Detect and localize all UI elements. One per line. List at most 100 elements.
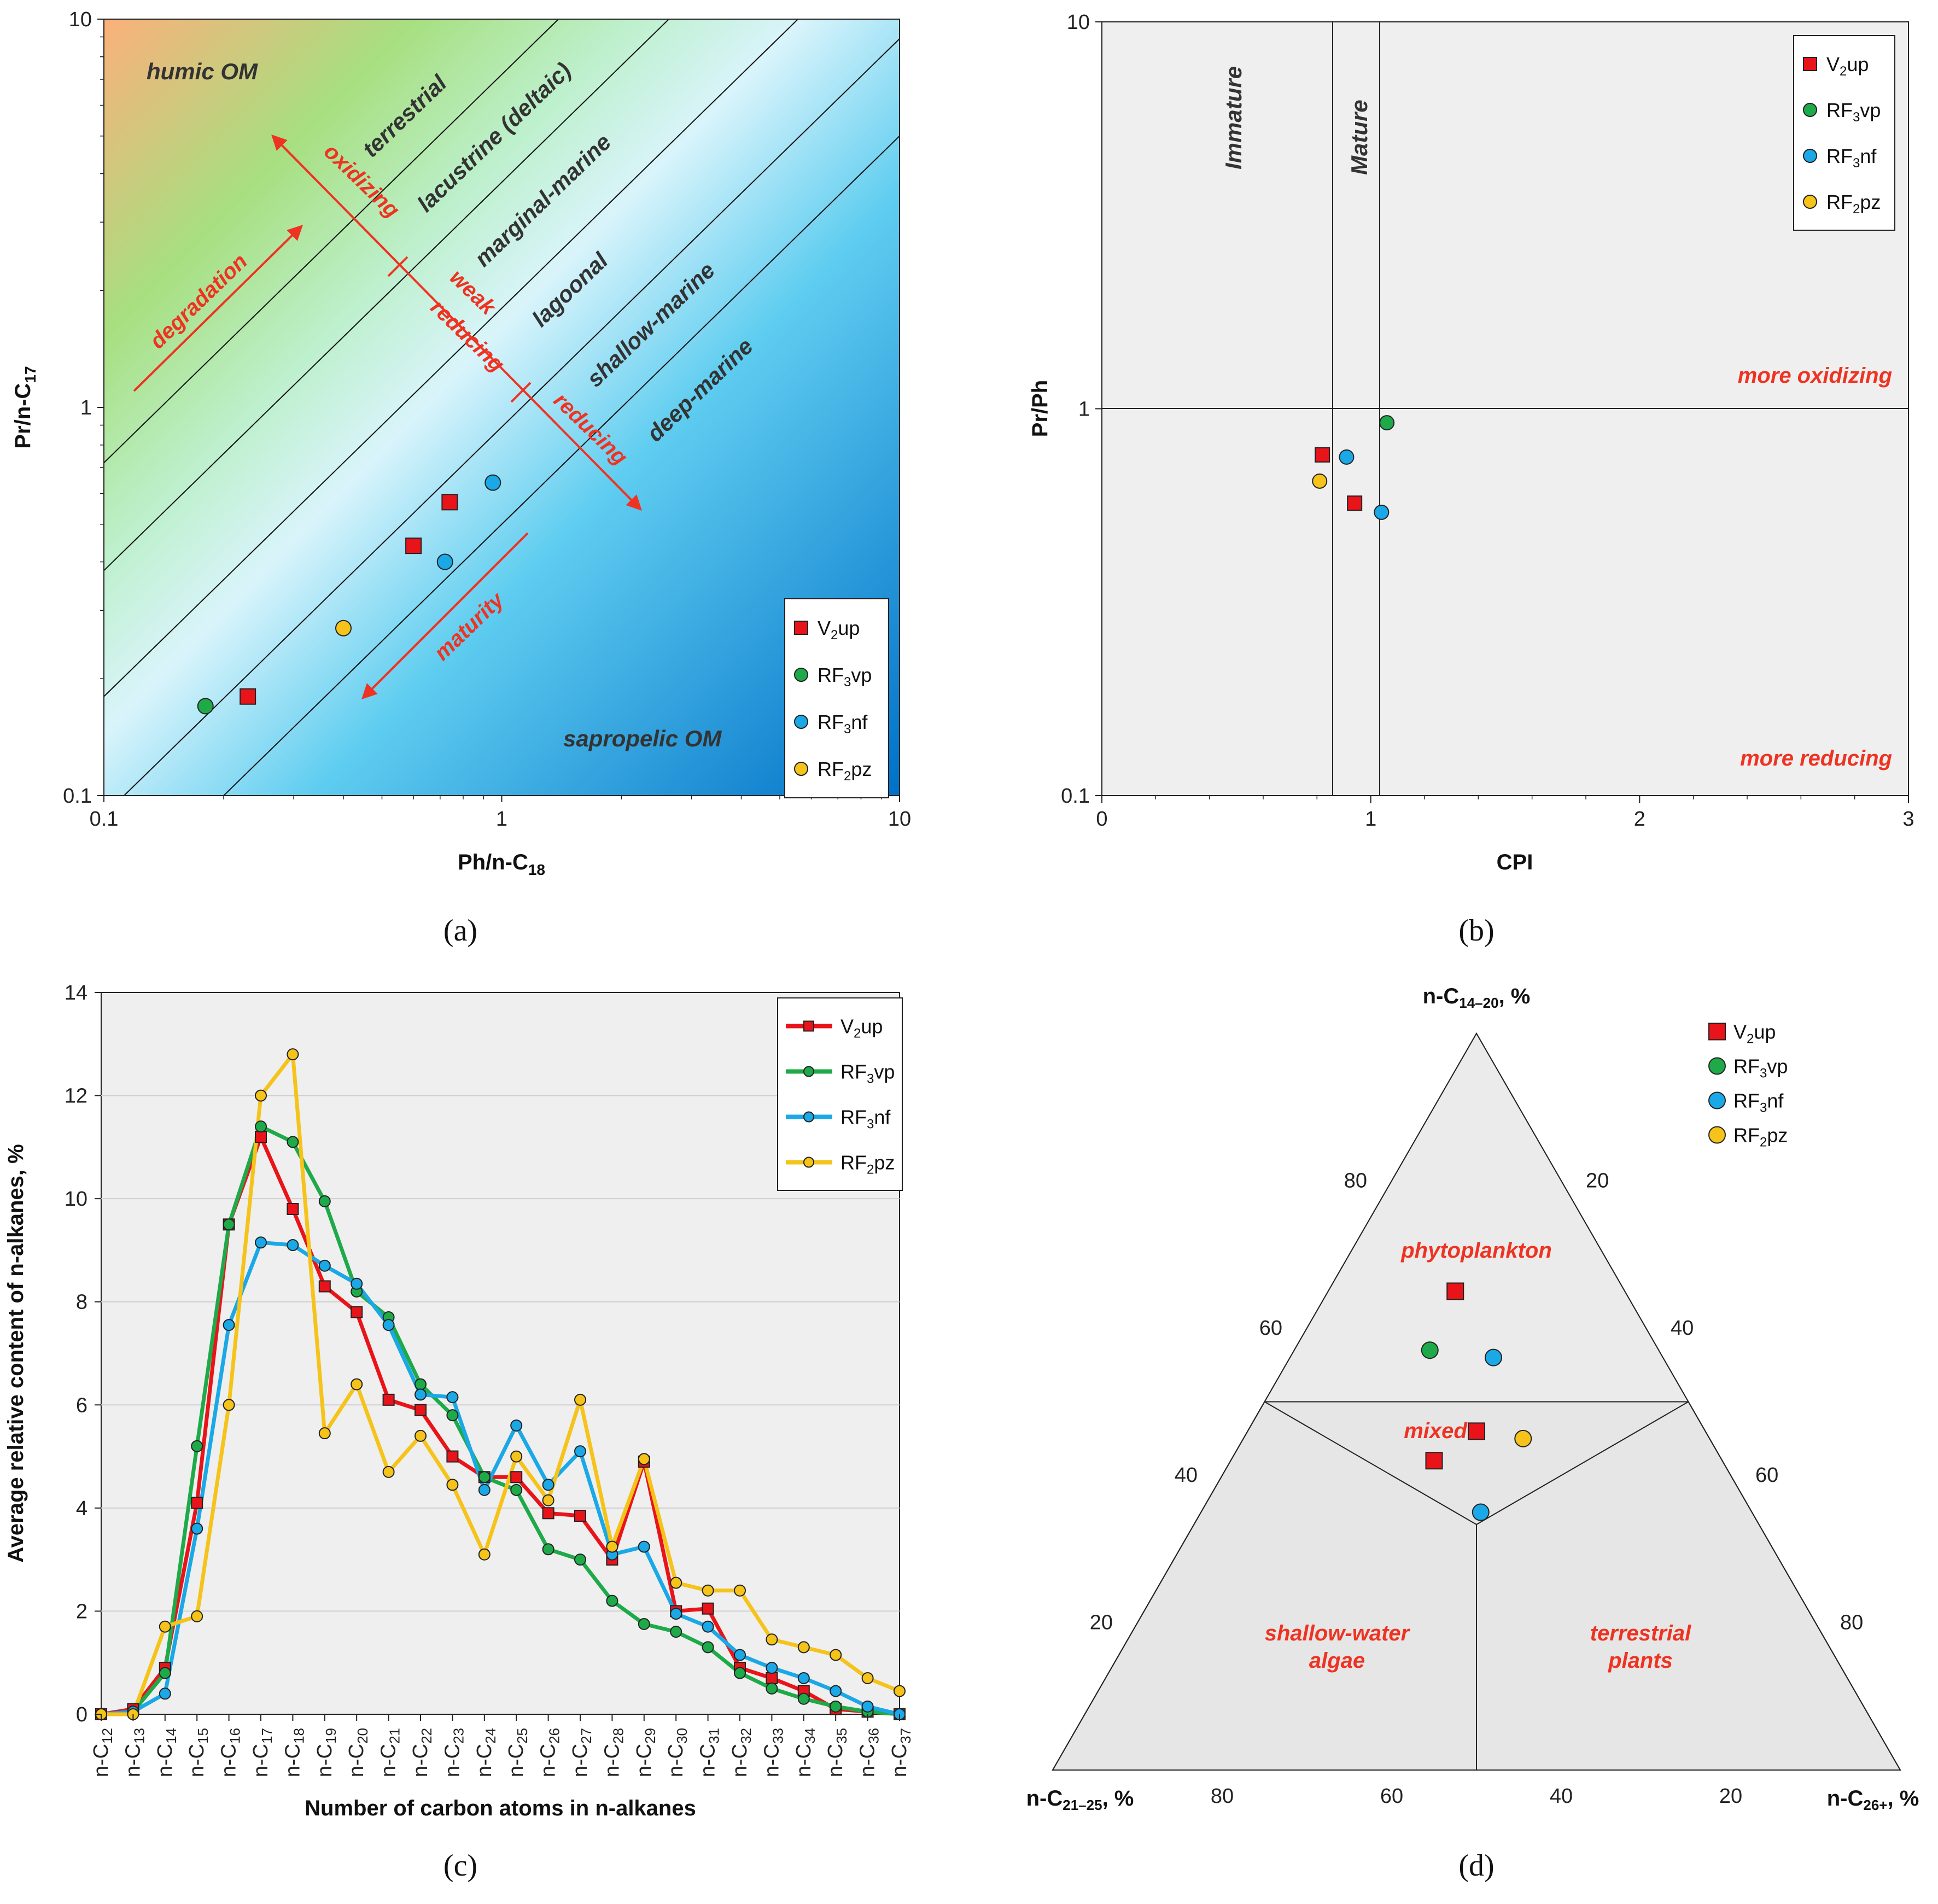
ternary-ticks: 20 20 20 40 40 40 60 60 60 80 80 80 bbox=[1090, 1169, 1864, 1808]
redox-tick-1 bbox=[387, 256, 408, 277]
point-RF2pz-15 bbox=[574, 1393, 586, 1406]
legend-marker-RF3vp bbox=[794, 668, 808, 682]
point-RF3nf-2 bbox=[159, 1687, 171, 1700]
point-RF2pz-20 bbox=[734, 1584, 746, 1597]
point-RF2pz-7 bbox=[318, 1427, 331, 1440]
phytoplankton-region bbox=[1264, 1033, 1689, 1402]
point-RF2pz-9 bbox=[382, 1465, 395, 1478]
point-RF2pz-4 bbox=[223, 1399, 235, 1411]
point-RF3vp-20 bbox=[734, 1667, 746, 1679]
point-V2up-13 bbox=[510, 1471, 523, 1484]
x-tick-label: n-C33 bbox=[760, 1728, 786, 1777]
data-points-b bbox=[1312, 415, 1395, 520]
legend-label-RF2pz: RF2pz bbox=[1733, 1124, 1788, 1150]
x-tick-label: n-C34 bbox=[792, 1728, 818, 1777]
legend-box bbox=[777, 997, 903, 1191]
point-V2up-11 bbox=[446, 1450, 459, 1463]
point-RF2pz-13 bbox=[510, 1450, 523, 1463]
point-V2up-6 bbox=[287, 1203, 299, 1215]
x-tick-label: n-C21 bbox=[377, 1728, 403, 1777]
legend-label-RF2pz: RF2pz bbox=[840, 1152, 895, 1177]
point-RF3vp-4 bbox=[223, 1218, 235, 1231]
point-V2up-10 bbox=[415, 1404, 427, 1416]
legend-item-V2up: V2up bbox=[794, 617, 860, 643]
bottom-edge-tick: 80 bbox=[1211, 1785, 1234, 1808]
legend-item-V2up: V2up bbox=[1708, 1021, 1776, 1047]
point-RF3vp-13 bbox=[510, 1484, 523, 1496]
point-V2up-1 bbox=[1468, 1422, 1485, 1440]
point-RF2pz-16 bbox=[606, 1540, 618, 1553]
x-tick-label: n-C28 bbox=[600, 1728, 626, 1777]
x-tick-label: 2 bbox=[1634, 808, 1645, 831]
right-edge-tick: 80 bbox=[1840, 1611, 1863, 1634]
point-RF3vp-22 bbox=[797, 1692, 810, 1705]
x-tick-label: 1 bbox=[1365, 808, 1376, 831]
caption-b: (b) bbox=[1458, 914, 1494, 948]
legend-item-RF3nf: RF3nf bbox=[794, 711, 868, 737]
x-tick-label: n-C13 bbox=[121, 1728, 147, 1777]
legend-marker-RF3nf bbox=[794, 715, 808, 729]
point-RF2pz-6 bbox=[287, 1048, 299, 1061]
point-V2up-19 bbox=[702, 1602, 714, 1615]
boundary-line-4 bbox=[223, 135, 900, 796]
point-RF3vp-11 bbox=[446, 1409, 459, 1422]
y-tick-label: 1 bbox=[80, 396, 92, 419]
label-more-oxidizing: more oxidizing bbox=[1738, 364, 1892, 388]
zone-immature: Immature bbox=[1221, 66, 1246, 170]
point-V2up-2 bbox=[1425, 1452, 1443, 1470]
point-RF3nf-17 bbox=[638, 1540, 650, 1553]
point-RF2pz-21 bbox=[766, 1633, 778, 1646]
point-RF2pz-23 bbox=[830, 1649, 842, 1661]
legend-item-V2up: V2up bbox=[1803, 53, 1869, 79]
point-V2up-1 bbox=[405, 538, 422, 554]
point-RF3nf-7 bbox=[318, 1259, 331, 1272]
panel-c: 02468101214n-C12n-C13n-C14n-C15n-C16n-C1… bbox=[4, 982, 914, 1883]
legend-marker-RF3vp bbox=[803, 1066, 814, 1077]
legend-item-RF3nf: RF3nf bbox=[1803, 145, 1877, 171]
legend-marker-V2up bbox=[1803, 57, 1817, 71]
point-RF3nf-0 bbox=[436, 553, 453, 570]
y-tick-label: 12 bbox=[65, 1085, 87, 1108]
caption-a: (a) bbox=[443, 914, 477, 948]
point-RF3nf-18 bbox=[670, 1608, 682, 1620]
legend-label-V2up: V2up bbox=[1733, 1021, 1776, 1047]
x-tick-label: n-C14 bbox=[154, 1728, 179, 1777]
point-RF2pz-12 bbox=[478, 1548, 491, 1561]
legend-label-RF2pz: RF2pz bbox=[818, 758, 872, 784]
x-tick-label: n-C22 bbox=[409, 1728, 435, 1777]
divider-left bbox=[1264, 1401, 1477, 1525]
legend-label-RF3nf: RF3nf bbox=[1826, 145, 1877, 171]
x-tick-label: n-C19 bbox=[313, 1728, 339, 1777]
legend-marker-RF2pz bbox=[1708, 1126, 1726, 1144]
point-RF2pz-3 bbox=[191, 1610, 203, 1622]
legend-c: V2up RF3vp RF3nf RF2pz bbox=[777, 997, 903, 1191]
y-tick-label: 2 bbox=[76, 1600, 87, 1623]
point-RF3nf-22 bbox=[797, 1672, 810, 1684]
x-tick-label: n-C20 bbox=[345, 1728, 371, 1777]
caption-c: (c) bbox=[443, 1849, 477, 1883]
point-RF3nf-15 bbox=[574, 1445, 586, 1458]
point-V2up-15 bbox=[574, 1510, 586, 1522]
x-tick-label: 1 bbox=[496, 808, 507, 831]
y-axis-title-a: Pr/n-C17 bbox=[11, 366, 39, 448]
point-V2up-21 bbox=[766, 1672, 778, 1684]
point-RF3vp-14 bbox=[542, 1543, 554, 1556]
legend-item-RF3vp: RF3vp bbox=[794, 664, 872, 690]
point-V2up-9 bbox=[382, 1393, 395, 1406]
legend-item-RF2pz: RF2pz bbox=[1708, 1124, 1788, 1150]
point-RF3nf-0 bbox=[1485, 1348, 1502, 1366]
right-edge-tick: 40 bbox=[1671, 1317, 1694, 1340]
x-tick-label: n-C25 bbox=[505, 1728, 530, 1777]
legend-item-RF2pz: RF2pz bbox=[1803, 191, 1881, 217]
x-tick-label: n-C36 bbox=[856, 1728, 882, 1777]
x-tick-label: n-C27 bbox=[569, 1728, 594, 1777]
label-more-reducing: more reducing bbox=[1740, 746, 1892, 770]
panel-a: humic OM terrestrial lacustrine (deltaic… bbox=[11, 8, 911, 948]
legend-label-V2up: V2up bbox=[818, 617, 860, 643]
point-RF3nf-3 bbox=[191, 1522, 203, 1535]
axis-ticks-c: 02468101214n-C12n-C13n-C14n-C15n-C16n-C1… bbox=[65, 982, 914, 1777]
maturity-arrow bbox=[361, 532, 529, 699]
redox-arrow bbox=[271, 135, 642, 511]
legend-item-RF3vp: RF3vp bbox=[1803, 99, 1881, 125]
vertex-label-right: n-C26+, % bbox=[1827, 1786, 1919, 1813]
